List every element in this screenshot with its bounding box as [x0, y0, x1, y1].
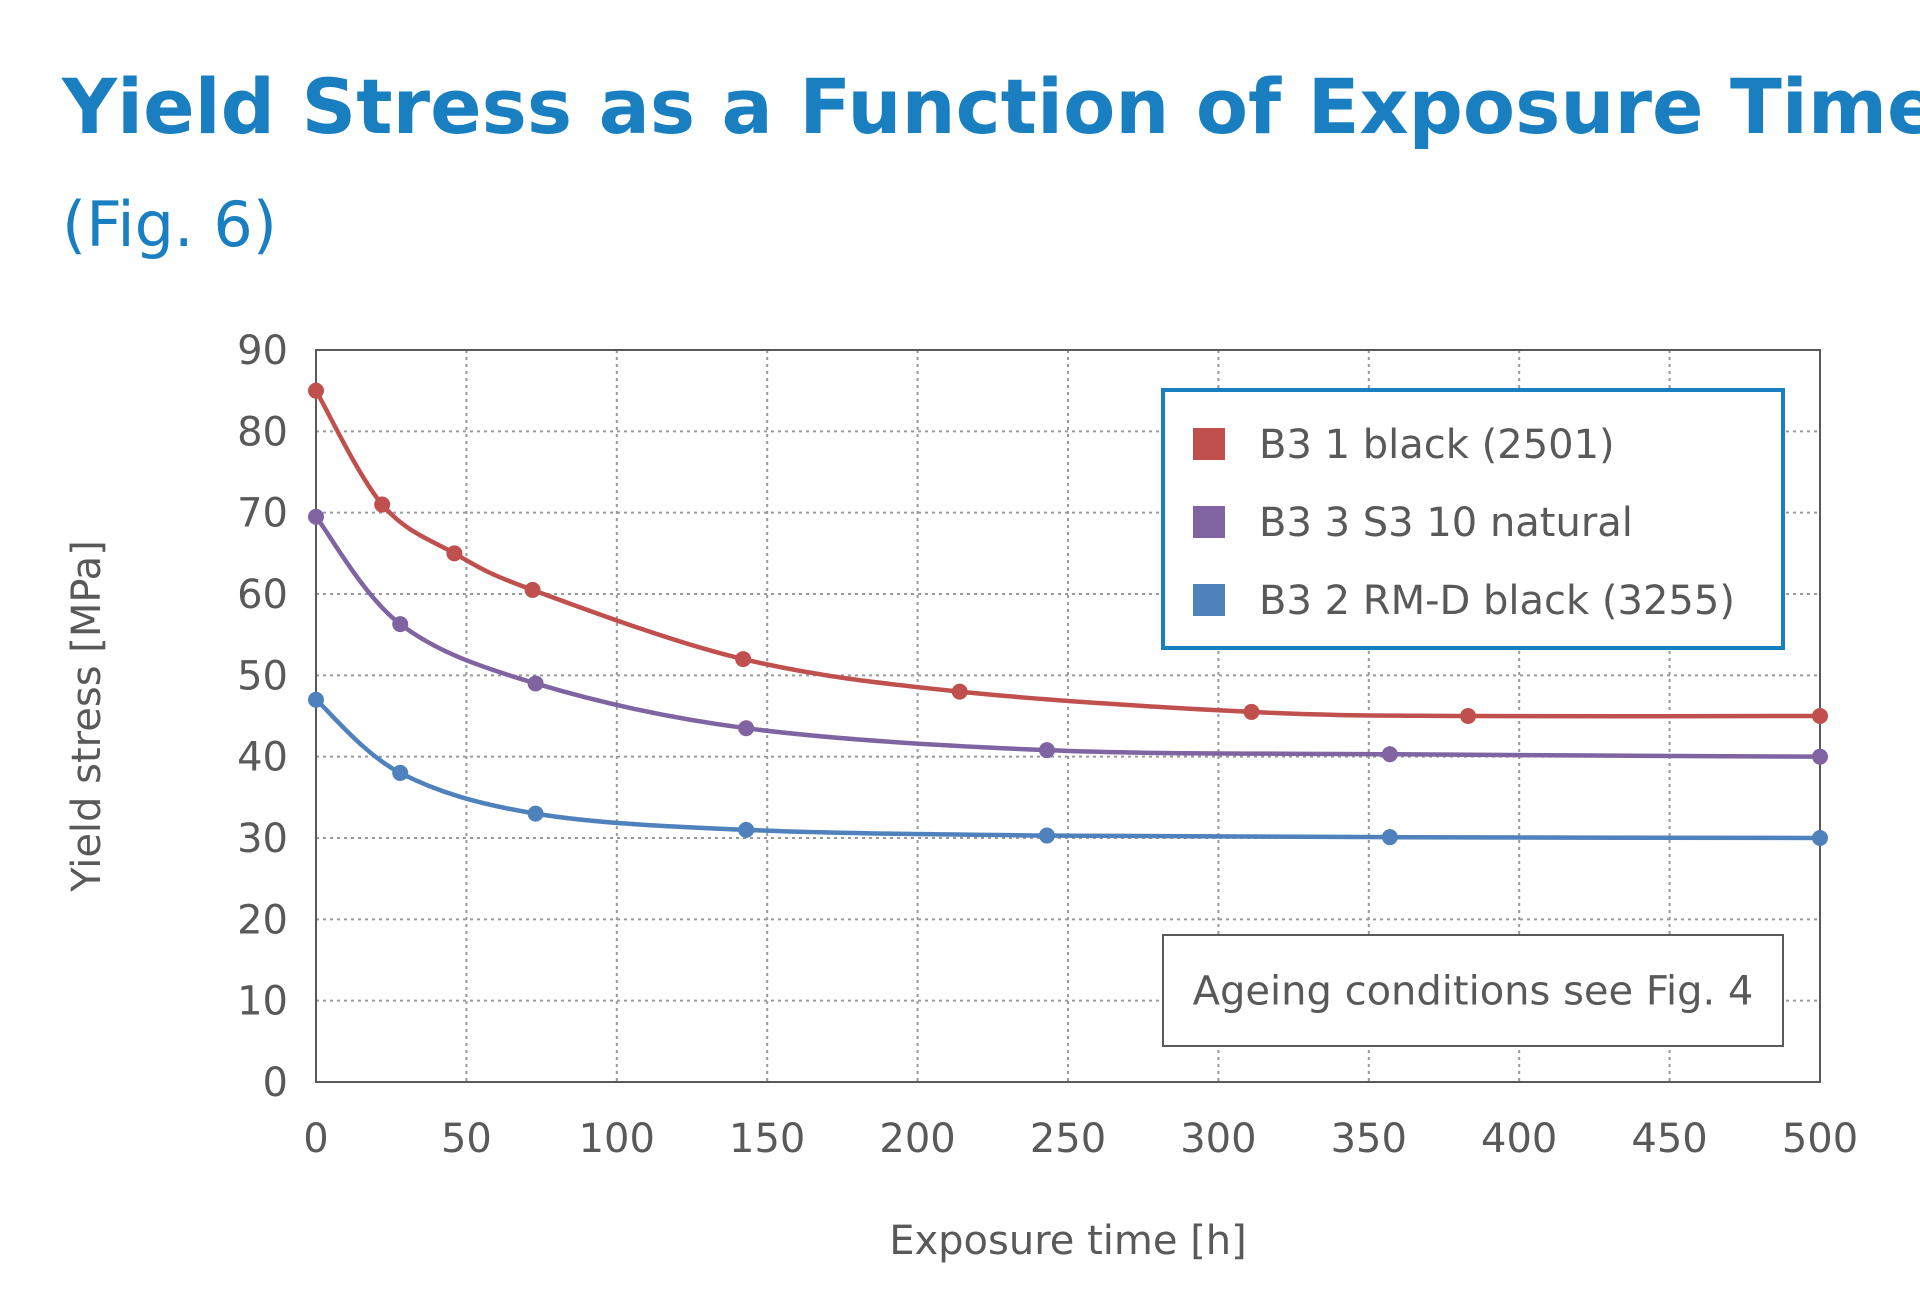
series-line-1 — [314, 515, 1821, 759]
data-point — [1038, 742, 1055, 759]
data-point — [1038, 827, 1055, 844]
y-tick-label: 0 — [263, 1060, 288, 1106]
y-axis-label: Yield stress [MPa] — [64, 540, 110, 893]
chart-subtitle: (Fig. 6) — [62, 188, 277, 261]
x-tick-label: 250 — [1030, 1116, 1106, 1162]
series-line-2 — [314, 698, 1821, 841]
y-tick-label: 70 — [237, 491, 288, 537]
x-tick-labels: 0 50 100 150 200 250 300 350 400 450 500 — [303, 1116, 1858, 1162]
data-point — [1243, 703, 1260, 720]
y-tick-label: 90 — [237, 328, 288, 374]
data-point — [374, 496, 391, 513]
data-point — [735, 651, 752, 668]
data-point — [308, 691, 324, 708]
data-point — [1460, 708, 1477, 724]
x-tick-label: 0 — [303, 1116, 328, 1162]
x-tick-label: 200 — [879, 1116, 955, 1162]
x-tick-label: 150 — [729, 1116, 805, 1162]
x-tick-label: 300 — [1180, 1116, 1256, 1162]
data-point — [1812, 708, 1828, 724]
data-point — [446, 545, 463, 562]
data-point — [308, 508, 324, 525]
x-tick-label: 50 — [441, 1116, 492, 1162]
legend-items: B3 1 black (2501) B3 3 S3 10 natural B3 2 … — [1193, 422, 1735, 624]
y-tick-label: 30 — [237, 816, 288, 862]
legend-swatch — [1193, 428, 1225, 460]
data-point — [1381, 746, 1398, 763]
y-tick-label: 40 — [237, 735, 288, 781]
data-point — [392, 616, 409, 633]
x-tick-label: 400 — [1481, 1116, 1557, 1162]
data-point — [951, 683, 968, 700]
data-point — [1812, 748, 1828, 765]
data-point — [308, 382, 324, 399]
data-point — [738, 821, 755, 838]
data-point — [392, 764, 409, 781]
ageing-note: Ageing conditions see Fig. 4 — [1162, 934, 1784, 1047]
data-point — [527, 805, 544, 822]
series-lines — [308, 382, 1828, 846]
x-tick-label: 500 — [1782, 1116, 1858, 1162]
y-tick-label: 60 — [237, 572, 288, 618]
data-point — [738, 720, 755, 737]
data-point — [1812, 830, 1828, 846]
legend-box — [1161, 388, 1785, 650]
y-tick-label: 50 — [237, 653, 288, 699]
data-point — [1381, 829, 1398, 846]
data-point — [527, 675, 544, 692]
legend: B3 1 black (2501) B3 3 S3 10 natural B3 2 … — [1161, 388, 1785, 650]
y-tick-label: 10 — [237, 979, 288, 1025]
note-box — [1162, 934, 1784, 1047]
x-tick-label: 350 — [1331, 1116, 1407, 1162]
y-tick-label: 80 — [237, 409, 288, 455]
x-tick-label: 450 — [1631, 1116, 1707, 1162]
legend-label: B3 1 black (2501) — [1259, 422, 1615, 468]
x-tick-label: 100 — [579, 1116, 655, 1162]
legend-swatch — [1193, 506, 1225, 538]
y-tick-label: 20 — [237, 897, 288, 943]
data-point — [524, 581, 541, 598]
note-text: Ageing conditions see Fig. 4 — [1193, 969, 1754, 1015]
y-tick-labels: 0 10 20 30 40 50 60 70 80 90 — [237, 328, 288, 1106]
legend-swatch — [1193, 584, 1225, 616]
chart-title: Yield Stress as a Function of Exposure T… — [62, 62, 1920, 151]
legend-label: B3 2 RM-D black (3255) — [1259, 578, 1735, 624]
legend-label: B3 3 S3 10 natural — [1259, 500, 1633, 546]
x-axis-label: Exposure time [h] — [889, 1218, 1247, 1264]
